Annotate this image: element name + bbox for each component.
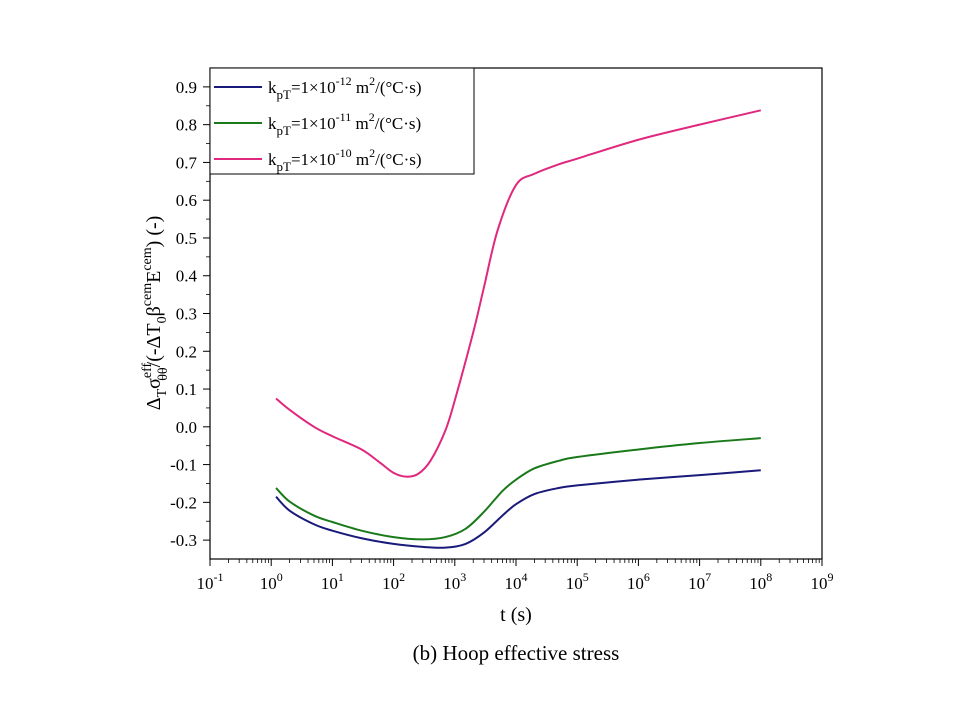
y-title-sup-cem1: cem <box>140 283 155 306</box>
x-tick-label: 10-1 <box>197 570 224 593</box>
legend-label-0: kpT=1×10-12 m2/(°C·s) <box>268 74 422 102</box>
y-title-sup-cem2: cem <box>140 247 155 270</box>
legend-label-2: kpT=1×10-10 m2/(°C·s) <box>268 146 422 174</box>
y-title-sub-0: 0 <box>155 316 170 323</box>
x-axis-ticks: 10-1 100 101 102 103 104 105 106 107 108 109 <box>197 559 834 593</box>
x-tick-label: 109 <box>811 570 834 593</box>
y-tick-label: 0.1 <box>176 380 197 399</box>
x-tick-label: 100 <box>260 570 283 593</box>
y-title-sub-t: T <box>155 388 170 397</box>
y-tick-label: -0.2 <box>170 493 197 512</box>
y-tick-label: 0.9 <box>176 78 197 97</box>
y-tick-label: 0.2 <box>176 342 197 361</box>
y-title-delta: Δ <box>143 397 165 410</box>
legend: kpT=1×10-12 m2/(°C·s) kpT=1×10-11 m2/(°C·… <box>209 67 475 175</box>
series-line-0 <box>275 469 761 549</box>
y-tick-label: 0.6 <box>176 191 197 210</box>
y-tick-label: 0.7 <box>176 153 198 172</box>
y-title-sup-eff: eff <box>140 362 155 378</box>
x-tick-label: 107 <box>688 570 711 593</box>
y-axis-title-text: ΔTσeffθθ/(-ΔT0βcemEcem) (-) <box>140 216 171 411</box>
figure-caption: (b) Hoop effective stress <box>413 641 620 665</box>
y-tick-label: 0.4 <box>176 267 198 286</box>
y-tick-label: 0.3 <box>176 305 197 324</box>
x-tick-label: 105 <box>566 570 589 593</box>
x-tick-label: 102 <box>382 570 405 593</box>
y-title-mid: /(-ΔT <box>143 323 165 367</box>
legend-label-1: kpT=1×10-11 m2/(°C·s) <box>268 110 421 138</box>
x-tick-label: 106 <box>627 570 650 593</box>
x-tick-label: 108 <box>749 570 772 593</box>
x-tick-label: 104 <box>505 570 528 593</box>
y-tick-label: 0.8 <box>176 116 197 135</box>
series-line-2 <box>275 109 762 478</box>
x-tick-label: 103 <box>443 570 466 593</box>
legend-box <box>209 67 475 175</box>
y-tick-label: -0.3 <box>170 531 197 550</box>
y-title-sub-theta: θθ <box>156 367 171 381</box>
y-tick-label: 0.0 <box>176 418 197 437</box>
series-layer <box>275 109 762 549</box>
y-title-e: E <box>143 271 165 283</box>
y-title-end: ) (-) <box>143 216 165 248</box>
y-tick-label: -0.1 <box>170 456 197 475</box>
y-title-beta: β <box>143 306 165 316</box>
x-tick-label: 101 <box>321 570 344 593</box>
y-title-sigma: σ <box>143 378 165 389</box>
y-tick-label: 0.5 <box>176 229 197 248</box>
series-line-1 <box>275 437 761 541</box>
x-axis-title: t (s) <box>500 604 532 626</box>
y-axis-ticks: -0.3 -0.2 -0.1 0.0 0.1 0.2 0.3 0.4 0.5 0.6 0.7 0.8 0… <box>170 78 210 550</box>
y-axis-title: ΔTσeffθθ/(-ΔT0βcemEcem) (-) <box>140 216 171 411</box>
